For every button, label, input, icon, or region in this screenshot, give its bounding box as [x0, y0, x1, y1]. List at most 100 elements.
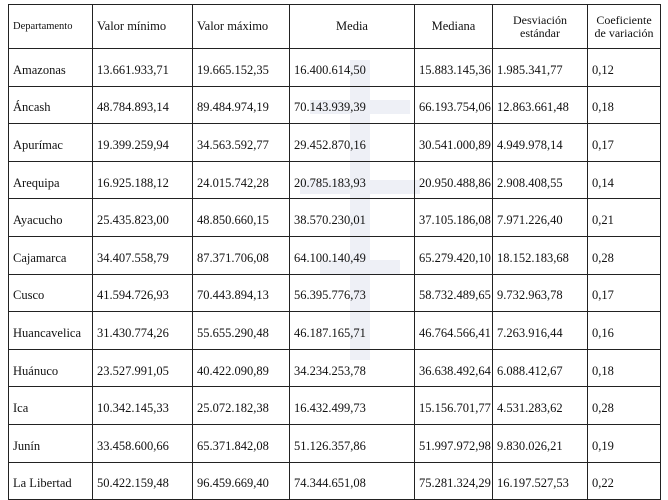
cell-media: 51.126.357,86 [289, 423, 415, 463]
cell-media: 46.187.165,71 [289, 311, 415, 350]
cell-departamento: Ica [8, 386, 93, 425]
cell-desviacion-estandar: 16.197.527,53 [492, 461, 588, 500]
cell-valor-maximo: 55.655.290,48 [192, 311, 290, 350]
header-mediana: Mediana [414, 4, 493, 49]
table-row: Huánuco 23.527.991,05 40.422.090,89 34.234.… [8, 348, 661, 388]
cell-valor-maximo: 70.443.894,13 [192, 273, 290, 313]
cell-coeficiente-variacion: 0,17 [587, 273, 661, 313]
cell-desviacion-estandar: 18.152.183,68 [492, 235, 588, 275]
cell-mediana: 66.193.754,06 [414, 85, 493, 125]
cell-valor-minimo: 34.407.558,79 [92, 235, 193, 275]
table-body: Amazonas 13.661.933,71 19.665.152,35 16.400… [8, 48, 661, 500]
cell-departamento: Cusco [8, 273, 93, 313]
cell-mediana: 30.541.000,89 [414, 123, 493, 162]
cell-valor-minimo: 25.435.823,00 [92, 198, 193, 237]
cell-valor-minimo: 23.527.991,05 [92, 348, 193, 388]
table-row: Huancavelica 31.430.774,26 55.655.290,48 46… [8, 311, 661, 350]
cell-desviacion-estandar: 7.263.916,44 [492, 311, 588, 350]
table-row: Cusco 41.594.726,93 70.443.894,13 56.395.77… [8, 273, 661, 313]
header-valor-minimo: Valor mínimo [92, 4, 193, 49]
cell-mediana: 37.105.186,08 [414, 198, 493, 237]
cell-coeficiente-variacion: 0,14 [587, 160, 661, 200]
cell-valor-minimo: 10.342.145,33 [92, 386, 193, 425]
cell-valor-minimo: 48.784.893,14 [92, 85, 193, 125]
cell-valor-maximo: 25.072.182,38 [192, 386, 290, 425]
cell-coeficiente-variacion: 0,19 [587, 423, 661, 463]
cell-media: 29.452.870,16 [289, 123, 415, 162]
cell-departamento: Junín [8, 423, 93, 463]
cell-mediana: 65.279.420,10 [414, 235, 493, 275]
cell-coeficiente-variacion: 0,28 [587, 235, 661, 275]
cell-valor-maximo: 87.371.706,08 [192, 235, 290, 275]
table-row: Apurímac 19.399.259,94 34.563.592,77 29.452… [8, 123, 661, 162]
cell-coeficiente-variacion: 0,12 [587, 48, 661, 87]
cell-valor-minimo: 50.422.159,48 [92, 461, 193, 500]
cell-valor-minimo: 31.430.774,26 [92, 311, 193, 350]
cell-coeficiente-variacion: 0,18 [587, 348, 661, 388]
cell-desviacion-estandar: 4.531.283,62 [492, 386, 588, 425]
cell-media: 20.785.183,93 [289, 160, 415, 200]
table-row: Arequipa 16.925.188,12 24.015.742,28 20.785… [8, 160, 661, 200]
header-desviacion-estandar: Desviación estándar [492, 4, 588, 49]
cell-valor-maximo: 89.484.974,19 [192, 85, 290, 125]
table-row: Amazonas 13.661.933,71 19.665.152,35 16.400… [8, 48, 661, 87]
cell-departamento: Apurímac [8, 123, 93, 162]
cell-coeficiente-variacion: 0,22 [587, 461, 661, 500]
cell-desviacion-estandar: 7.971.226,40 [492, 198, 588, 237]
cell-coeficiente-variacion: 0,21 [587, 198, 661, 237]
cell-mediana: 20.950.488,86 [414, 160, 493, 200]
cell-valor-maximo: 34.563.592,77 [192, 123, 290, 162]
cell-mediana: 15.883.145,36 [414, 48, 493, 87]
header-media: Media [289, 4, 415, 49]
cell-media: 38.570.230,01 [289, 198, 415, 237]
header-departamento: Departamento [8, 4, 93, 49]
cell-departamento: Amazonas [8, 48, 93, 87]
header-valor-maximo: Valor máximo [192, 4, 290, 49]
cell-valor-minimo: 13.661.933,71 [92, 48, 193, 87]
cell-desviacion-estandar: 6.088.412,67 [492, 348, 588, 388]
table-row: Junín 33.458.600,66 65.371.842,08 51.126.35… [8, 423, 661, 463]
table-row: Áncash 48.784.893,14 89.484.974,19 70.143.9… [8, 85, 661, 125]
cell-mediana: 75.281.324,29 [414, 461, 493, 500]
cell-departamento: La Libertad [8, 461, 93, 500]
cell-media: 64.100.140,49 [289, 235, 415, 275]
cell-valor-minimo: 33.458.600,66 [92, 423, 193, 463]
cell-departamento: Huancavelica [8, 311, 93, 350]
header-coeficiente-variacion: Coeficiente de variación [587, 4, 661, 49]
cell-valor-maximo: 19.665.152,35 [192, 48, 290, 87]
cell-valor-maximo: 40.422.090,89 [192, 348, 290, 388]
cell-desviacion-estandar: 9.830.026,21 [492, 423, 588, 463]
table-row: Ayacucho 25.435.823,00 48.850.660,15 38.570… [8, 198, 661, 237]
cell-media: 56.395.776,73 [289, 273, 415, 313]
cell-valor-maximo: 24.015.742,28 [192, 160, 290, 200]
cell-valor-maximo: 96.459.669,40 [192, 461, 290, 500]
cell-departamento: Huánuco [8, 348, 93, 388]
cell-departamento: Ayacucho [8, 198, 93, 237]
cell-desviacion-estandar: 4.949.978,14 [492, 123, 588, 162]
cell-coeficiente-variacion: 0,16 [587, 311, 661, 350]
cell-mediana: 46.764.566,41 [414, 311, 493, 350]
cell-mediana: 51.997.972,98 [414, 423, 493, 463]
cell-departamento: Cajamarca [8, 235, 93, 275]
cell-desviacion-estandar: 1.985.341,77 [492, 48, 588, 87]
cell-mediana: 15.156.701,77 [414, 386, 493, 425]
cell-departamento: Áncash [8, 85, 93, 125]
cell-desviacion-estandar: 12.863.661,48 [492, 85, 588, 125]
cell-valor-maximo: 65.371.842,08 [192, 423, 290, 463]
cell-coeficiente-variacion: 0,28 [587, 386, 661, 425]
cell-media: 16.400.614,50 [289, 48, 415, 87]
cell-media: 16.432.499,73 [289, 386, 415, 425]
cell-mediana: 58.732.489,65 [414, 273, 493, 313]
statistics-table: Departamento Valor mínimo Valor máximo M… [8, 4, 661, 500]
cell-media: 74.344.651,08 [289, 461, 415, 500]
cell-valor-minimo: 41.594.726,93 [92, 273, 193, 313]
table-row: Cajamarca 34.407.558,79 87.371.706,08 64.10… [8, 235, 661, 275]
cell-valor-maximo: 48.850.660,15 [192, 198, 290, 237]
cell-desviacion-estandar: 9.732.963,78 [492, 273, 588, 313]
cell-valor-minimo: 19.399.259,94 [92, 123, 193, 162]
table-row: Ica 10.342.145,33 25.072.182,38 16.432.499,… [8, 386, 661, 425]
table-header-row: Departamento Valor mínimo Valor máximo M… [8, 4, 661, 49]
table-row: La Libertad 50.422.159,48 96.459.669,40 74.… [8, 461, 661, 500]
cell-departamento: Arequipa [8, 160, 93, 200]
cell-desviacion-estandar: 2.908.408,55 [492, 160, 588, 200]
